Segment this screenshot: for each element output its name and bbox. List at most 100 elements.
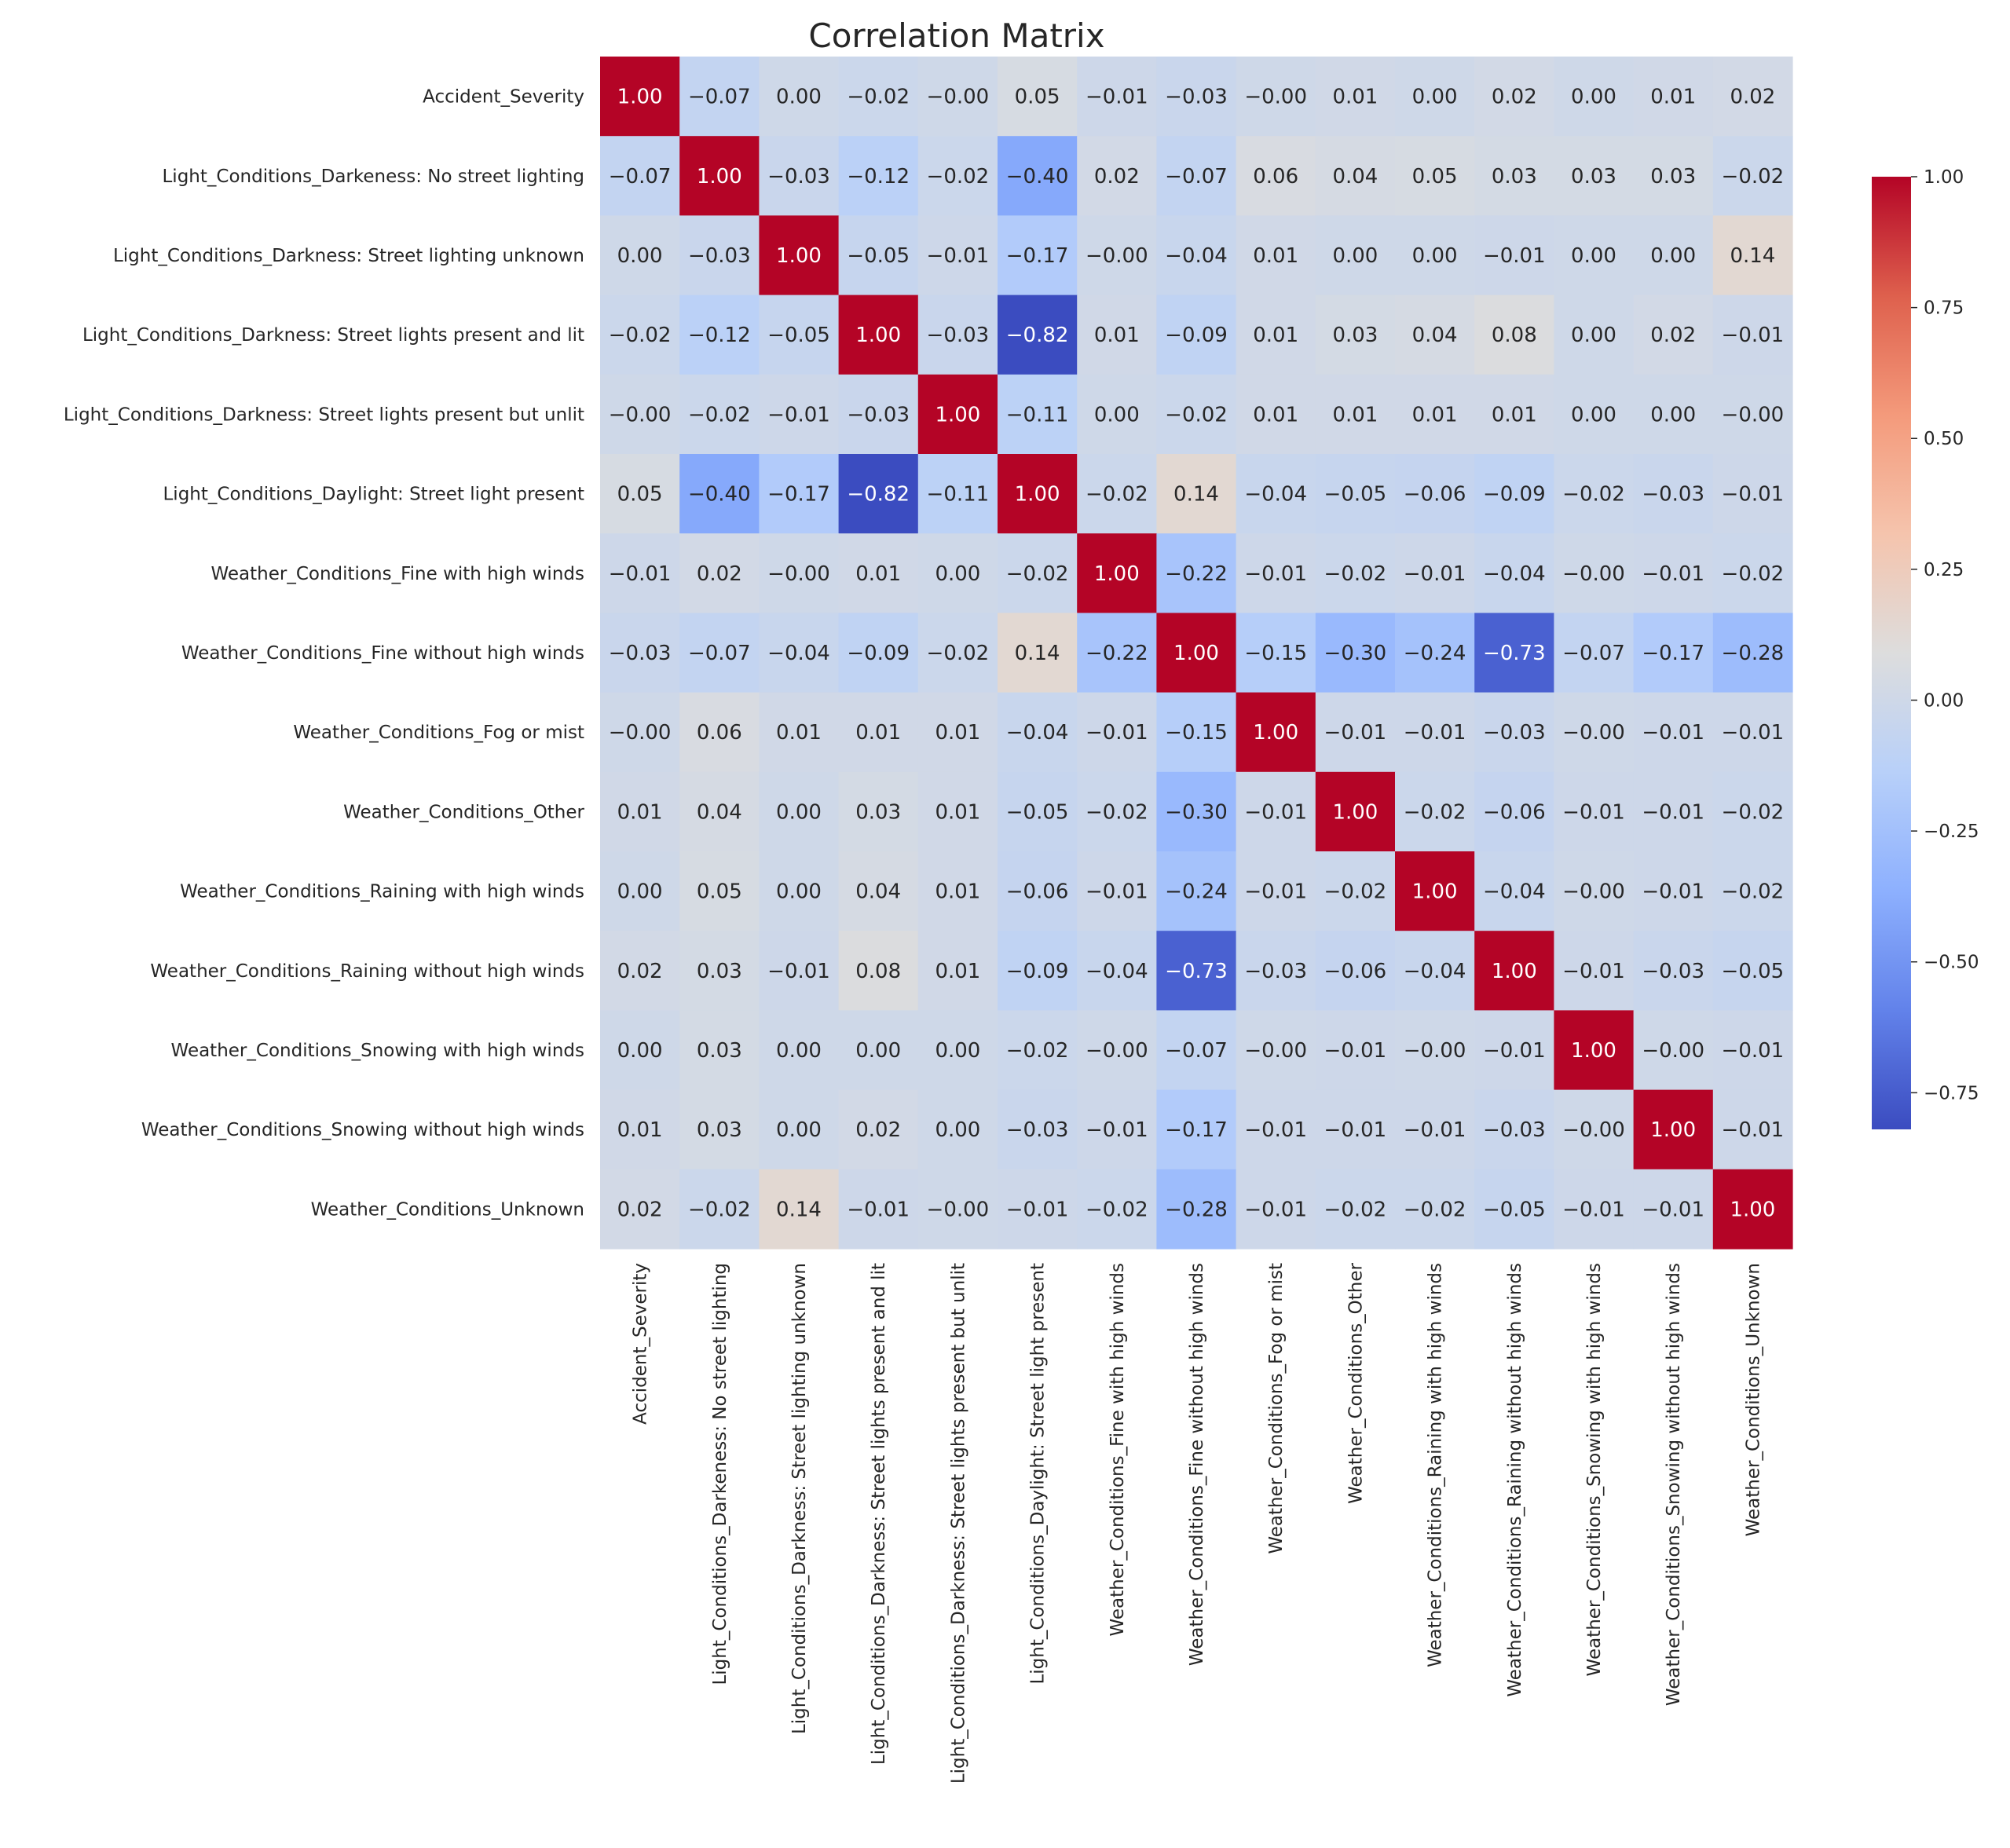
heatmap-cell bbox=[759, 851, 840, 931]
cell-annotation: 0.01 bbox=[855, 562, 901, 586]
heatmap-cell bbox=[1236, 1089, 1316, 1170]
heatmap-cell bbox=[1554, 931, 1635, 1011]
x-tick-label: Weather_Conditions_Other bbox=[1345, 1262, 1366, 1503]
y-tick-label: Weather_Conditions_Other bbox=[343, 802, 584, 822]
cell-annotation: 0.01 bbox=[1253, 403, 1298, 426]
heatmap-cell bbox=[1315, 136, 1396, 216]
cell-annotation: −0.06 bbox=[1404, 483, 1466, 507]
heatmap-cell bbox=[759, 533, 840, 613]
heatmap-cell bbox=[1315, 57, 1396, 137]
heatmap-cell bbox=[1077, 692, 1157, 773]
cell-annotation: −0.02 bbox=[1722, 800, 1785, 824]
heatmap-cell bbox=[1712, 215, 1793, 296]
cell-annotation: −0.00 bbox=[1086, 244, 1148, 268]
heatmap-cell bbox=[1315, 1089, 1396, 1170]
heatmap-cell bbox=[1236, 931, 1316, 1011]
heatmap-cell bbox=[1554, 771, 1635, 852]
cell-annotation: 0.01 bbox=[1253, 324, 1298, 347]
heatmap-cell bbox=[1077, 1089, 1157, 1170]
cell-annotation: −0.02 bbox=[1165, 403, 1228, 426]
cell-annotation: 0.00 bbox=[776, 800, 822, 824]
y-tick-label: Light_Conditions_Darkness: Street lights… bbox=[82, 325, 584, 346]
cell-annotation: 0.01 bbox=[935, 721, 980, 745]
heatmap-cell bbox=[600, 1010, 680, 1091]
cell-annotation: 0.03 bbox=[1332, 324, 1378, 347]
cell-annotation: −0.22 bbox=[1165, 562, 1228, 586]
cell-annotation: −0.04 bbox=[1404, 960, 1466, 983]
heatmap-cell bbox=[1315, 931, 1396, 1011]
heatmap-cell bbox=[838, 1010, 919, 1091]
heatmap-cell bbox=[998, 295, 1078, 375]
heatmap-cell bbox=[759, 931, 840, 1011]
cell-annotation: −0.06 bbox=[1006, 880, 1069, 904]
heatmap-cell bbox=[838, 215, 919, 296]
cell-annotation: −0.01 bbox=[609, 562, 672, 586]
cell-annotation: 0.00 bbox=[776, 86, 822, 109]
heatmap-cell bbox=[1474, 1089, 1554, 1170]
heatmap-cell bbox=[1236, 613, 1316, 693]
heatmap-cell bbox=[759, 692, 840, 773]
heatmap-cell bbox=[679, 295, 760, 375]
heatmap-cell bbox=[1077, 136, 1157, 216]
heatmap-cell bbox=[600, 1089, 680, 1170]
heatmap-cell bbox=[1712, 136, 1793, 216]
heatmap-cell bbox=[917, 136, 998, 216]
heatmap-cell bbox=[1633, 931, 1714, 1011]
heatmap-cell bbox=[1554, 57, 1635, 137]
cell-annotation: 0.01 bbox=[935, 880, 980, 904]
y-tick-label: Accident_Severity bbox=[423, 87, 584, 108]
cell-annotation: −0.01 bbox=[1244, 1198, 1307, 1221]
cell-annotation: 1.00 bbox=[1253, 721, 1298, 745]
cell-annotation: −0.82 bbox=[1006, 324, 1069, 347]
heatmap-cell bbox=[1236, 851, 1316, 931]
cell-annotation: 0.00 bbox=[617, 244, 663, 268]
cell-annotation: −0.17 bbox=[1006, 244, 1069, 268]
cell-annotation: −0.73 bbox=[1165, 960, 1228, 983]
cell-annotation: −0.02 bbox=[1324, 562, 1387, 586]
y-tick-label: Weather_Conditions_Fog or mist bbox=[293, 723, 584, 743]
heatmap-cell bbox=[1315, 692, 1396, 773]
colorbar-tick-label: 0.75 bbox=[1924, 298, 1964, 319]
heatmap-cell bbox=[1395, 136, 1475, 216]
heatmap-cell bbox=[600, 613, 680, 693]
heatmap-cell bbox=[917, 533, 998, 613]
cell-annotation: −0.04 bbox=[767, 642, 830, 665]
heatmap-cell bbox=[1236, 533, 1316, 613]
cell-annotation: −0.06 bbox=[1324, 960, 1387, 983]
cell-annotation: −0.01 bbox=[1642, 562, 1704, 586]
cell-annotation: −0.40 bbox=[688, 483, 751, 507]
cell-annotation: 0.01 bbox=[776, 721, 822, 745]
x-tick-label: Light_Conditions_Darkness: Street lighti… bbox=[789, 1263, 810, 1734]
cell-annotation: −0.09 bbox=[847, 642, 910, 665]
heatmap-cell bbox=[600, 771, 680, 852]
cell-annotation: −0.04 bbox=[1006, 721, 1069, 745]
heatmap-cell bbox=[1156, 1089, 1237, 1170]
cell-annotation: 0.08 bbox=[855, 960, 901, 983]
cell-annotation: −0.02 bbox=[1404, 1198, 1466, 1221]
cell-annotation: −0.15 bbox=[1244, 642, 1307, 665]
heatmap-cell bbox=[1712, 1089, 1793, 1170]
colorbar-gradient bbox=[1872, 177, 1911, 1129]
cell-annotation: −0.03 bbox=[1642, 483, 1704, 507]
heatmap-cell bbox=[917, 931, 998, 1011]
heatmap-cell bbox=[1315, 613, 1396, 693]
cell-annotation: 0.00 bbox=[1650, 403, 1696, 426]
heatmap-cell bbox=[759, 613, 840, 693]
cell-annotation: 0.14 bbox=[1015, 642, 1060, 665]
cell-annotation: −0.01 bbox=[1404, 562, 1466, 586]
heatmap-cell bbox=[1395, 692, 1475, 773]
cell-annotation: 0.08 bbox=[1492, 324, 1537, 347]
heatmap-cell bbox=[917, 295, 998, 375]
cell-annotation: −0.06 bbox=[1483, 800, 1546, 824]
cell-annotation: −0.01 bbox=[1086, 1118, 1148, 1142]
heatmap-cell bbox=[1077, 57, 1157, 137]
heatmap-cell bbox=[1712, 613, 1793, 693]
heatmap-cell bbox=[998, 771, 1078, 852]
cell-annotation: 0.00 bbox=[776, 880, 822, 904]
heatmap-cell bbox=[1077, 374, 1157, 455]
heatmap-cell bbox=[1474, 851, 1554, 931]
heatmap-cell bbox=[600, 57, 680, 137]
cell-annotation: −0.01 bbox=[1086, 721, 1148, 745]
heatmap-cell bbox=[998, 215, 1078, 296]
cell-annotation: 0.14 bbox=[1730, 244, 1775, 268]
